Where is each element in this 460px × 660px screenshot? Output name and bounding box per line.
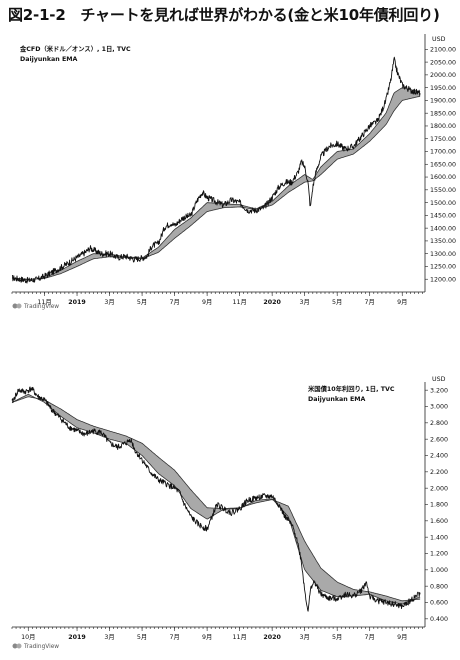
bond-y-tick-label: 2.200 <box>430 469 448 476</box>
bond-x-tick-label: 5月 <box>137 633 147 641</box>
gold-x-tick-label: 5月 <box>137 298 147 306</box>
bond-chart-subtitle: Daijyunkan EMA <box>308 396 366 403</box>
gold-y-tick-label: 1400.00 <box>430 225 456 232</box>
gold-x-tick-label: 9月 <box>397 298 407 306</box>
bond-y-tick-label: 1.000 <box>430 567 448 574</box>
bond-x-tick-label: 10月 <box>21 633 35 641</box>
bond-ema-short-line <box>11 393 421 605</box>
gold-chart-subtitle: Daijyunkan EMA <box>20 56 78 63</box>
gold-y-tick-label: 1650.00 <box>430 161 456 168</box>
gold-chart: 金CFD（米ドル／オンス）, 1日, TVC Daijyunkan EMA US… <box>11 34 456 310</box>
bond-y-tick-label: 2.400 <box>430 453 448 460</box>
gold-y-tick-label: 1500.00 <box>430 200 456 207</box>
gold-y-tick-label: 2050.00 <box>430 59 456 66</box>
gold-y-tick-label: 1200.00 <box>430 276 456 283</box>
gold-x-tick-label: 7月 <box>169 298 179 306</box>
gold-watermark: TradingView <box>23 304 59 310</box>
gold-y-tick-label: 1800.00 <box>430 123 456 130</box>
gold-x-tick-label: 11月 <box>37 298 51 306</box>
bond-tradingview-logo: TradingView <box>12 643 59 650</box>
gold-y-tick-label: 1950.00 <box>430 85 456 92</box>
bond-watermark: TradingView <box>23 644 59 650</box>
bond-y-unit: USD <box>432 376 446 383</box>
bond-axes: 3.200 3.000 2.800 2.600 2.400 2.200 2.000 1.800… <box>11 382 448 641</box>
bond-y-tick-label: 2.600 <box>430 436 448 443</box>
bond-y-tick-label: 1.600 <box>430 518 448 525</box>
gold-y-tick-label: 1750.00 <box>430 136 456 143</box>
bond-y-tick-label: 2.000 <box>430 485 448 492</box>
bond-x-tick-label: 9月 <box>202 633 212 641</box>
bond-chart-title: 米国債10年利回り, 1日, TVC <box>308 384 395 393</box>
bond-ema-long-line <box>11 396 421 602</box>
gold-y-tick-label: 1250.00 <box>430 264 456 271</box>
gold-tradingview-logo: TradingView <box>12 303 59 310</box>
gold-chart-title: 金CFD（米ドル／オンス）, 1日, TVC <box>19 44 131 53</box>
bond-x-tick-label: 7月 <box>169 633 179 641</box>
gold-x-tick-label: 2019 <box>68 299 86 306</box>
bond-y-tick-label: 1.800 <box>430 502 448 509</box>
gold-y-tick-label: 1900.00 <box>430 98 456 105</box>
gold-y-unit: USD <box>432 36 446 43</box>
gold-ema-ribbon <box>12 87 421 280</box>
bond-x-tick-label: 2020 <box>263 634 281 641</box>
gold-x-tick-label: 5月 <box>332 298 342 306</box>
gold-y-tick-label: 1350.00 <box>430 238 456 245</box>
figure-title: 図2-1-2 チャートを見れば世界がわかる(金と米10年債利回り) <box>8 6 440 24</box>
bond-x-tick-label: 7月 <box>365 633 375 641</box>
gold-axes: 2100.00 2050.00 2000.00 1950.00 1900.00 1850.… <box>11 34 456 306</box>
gold-y-tick-label: 2100.00 <box>430 47 456 54</box>
gold-ema-short-line <box>11 87 421 281</box>
gold-y-tick-label: 1450.00 <box>430 213 456 220</box>
gold-y-tick-label: 1550.00 <box>430 187 456 194</box>
bond-yield-chart: 米国債10年利回り, 1日, TVC Daijyunkan EMA USD Tr… <box>11 376 448 650</box>
bond-y-tick-label: 1.200 <box>430 551 448 558</box>
bond-x-tick-label: 5月 <box>332 633 342 641</box>
bond-price-line <box>11 386 421 612</box>
gold-ema-long-line <box>12 96 421 280</box>
bond-y-tick-label: 0.600 <box>430 600 448 607</box>
gold-x-tick-label: 9月 <box>202 298 212 306</box>
gold-y-tick-label: 1300.00 <box>430 251 456 258</box>
bond-x-tick-label: 11月 <box>232 633 246 641</box>
gold-x-tick-label: 11月 <box>232 298 246 306</box>
bond-y-tick-label: 0.400 <box>430 616 448 623</box>
bond-x-tick-label: 9月 <box>397 633 407 641</box>
bond-x-tick-label: 3月 <box>300 633 310 641</box>
gold-x-tick-label: 3月 <box>300 298 310 306</box>
gold-y-tick-label: 1600.00 <box>430 174 456 181</box>
gold-x-tick-label: 2020 <box>263 299 281 306</box>
gold-y-tick-label: 2000.00 <box>430 72 456 79</box>
bond-y-tick-label: 2.800 <box>430 420 448 427</box>
bond-y-tick-label: 3.000 <box>430 404 448 411</box>
gold-price-line <box>11 56 421 284</box>
bond-y-tick-label: 0.800 <box>430 583 448 590</box>
gold-y-tick-label: 1850.00 <box>430 110 456 117</box>
bond-x-tick-label: 2019 <box>68 634 86 641</box>
bond-y-tick-label: 3.200 <box>430 387 448 394</box>
bond-y-tick-label: 1.400 <box>430 534 448 541</box>
gold-x-tick-label: 7月 <box>365 298 375 306</box>
gold-x-tick-label: 3月 <box>104 298 114 306</box>
gold-y-tick-label: 1700.00 <box>430 149 456 156</box>
bond-x-tick-label: 3月 <box>104 633 114 641</box>
bond-ema-ribbon <box>12 394 421 604</box>
